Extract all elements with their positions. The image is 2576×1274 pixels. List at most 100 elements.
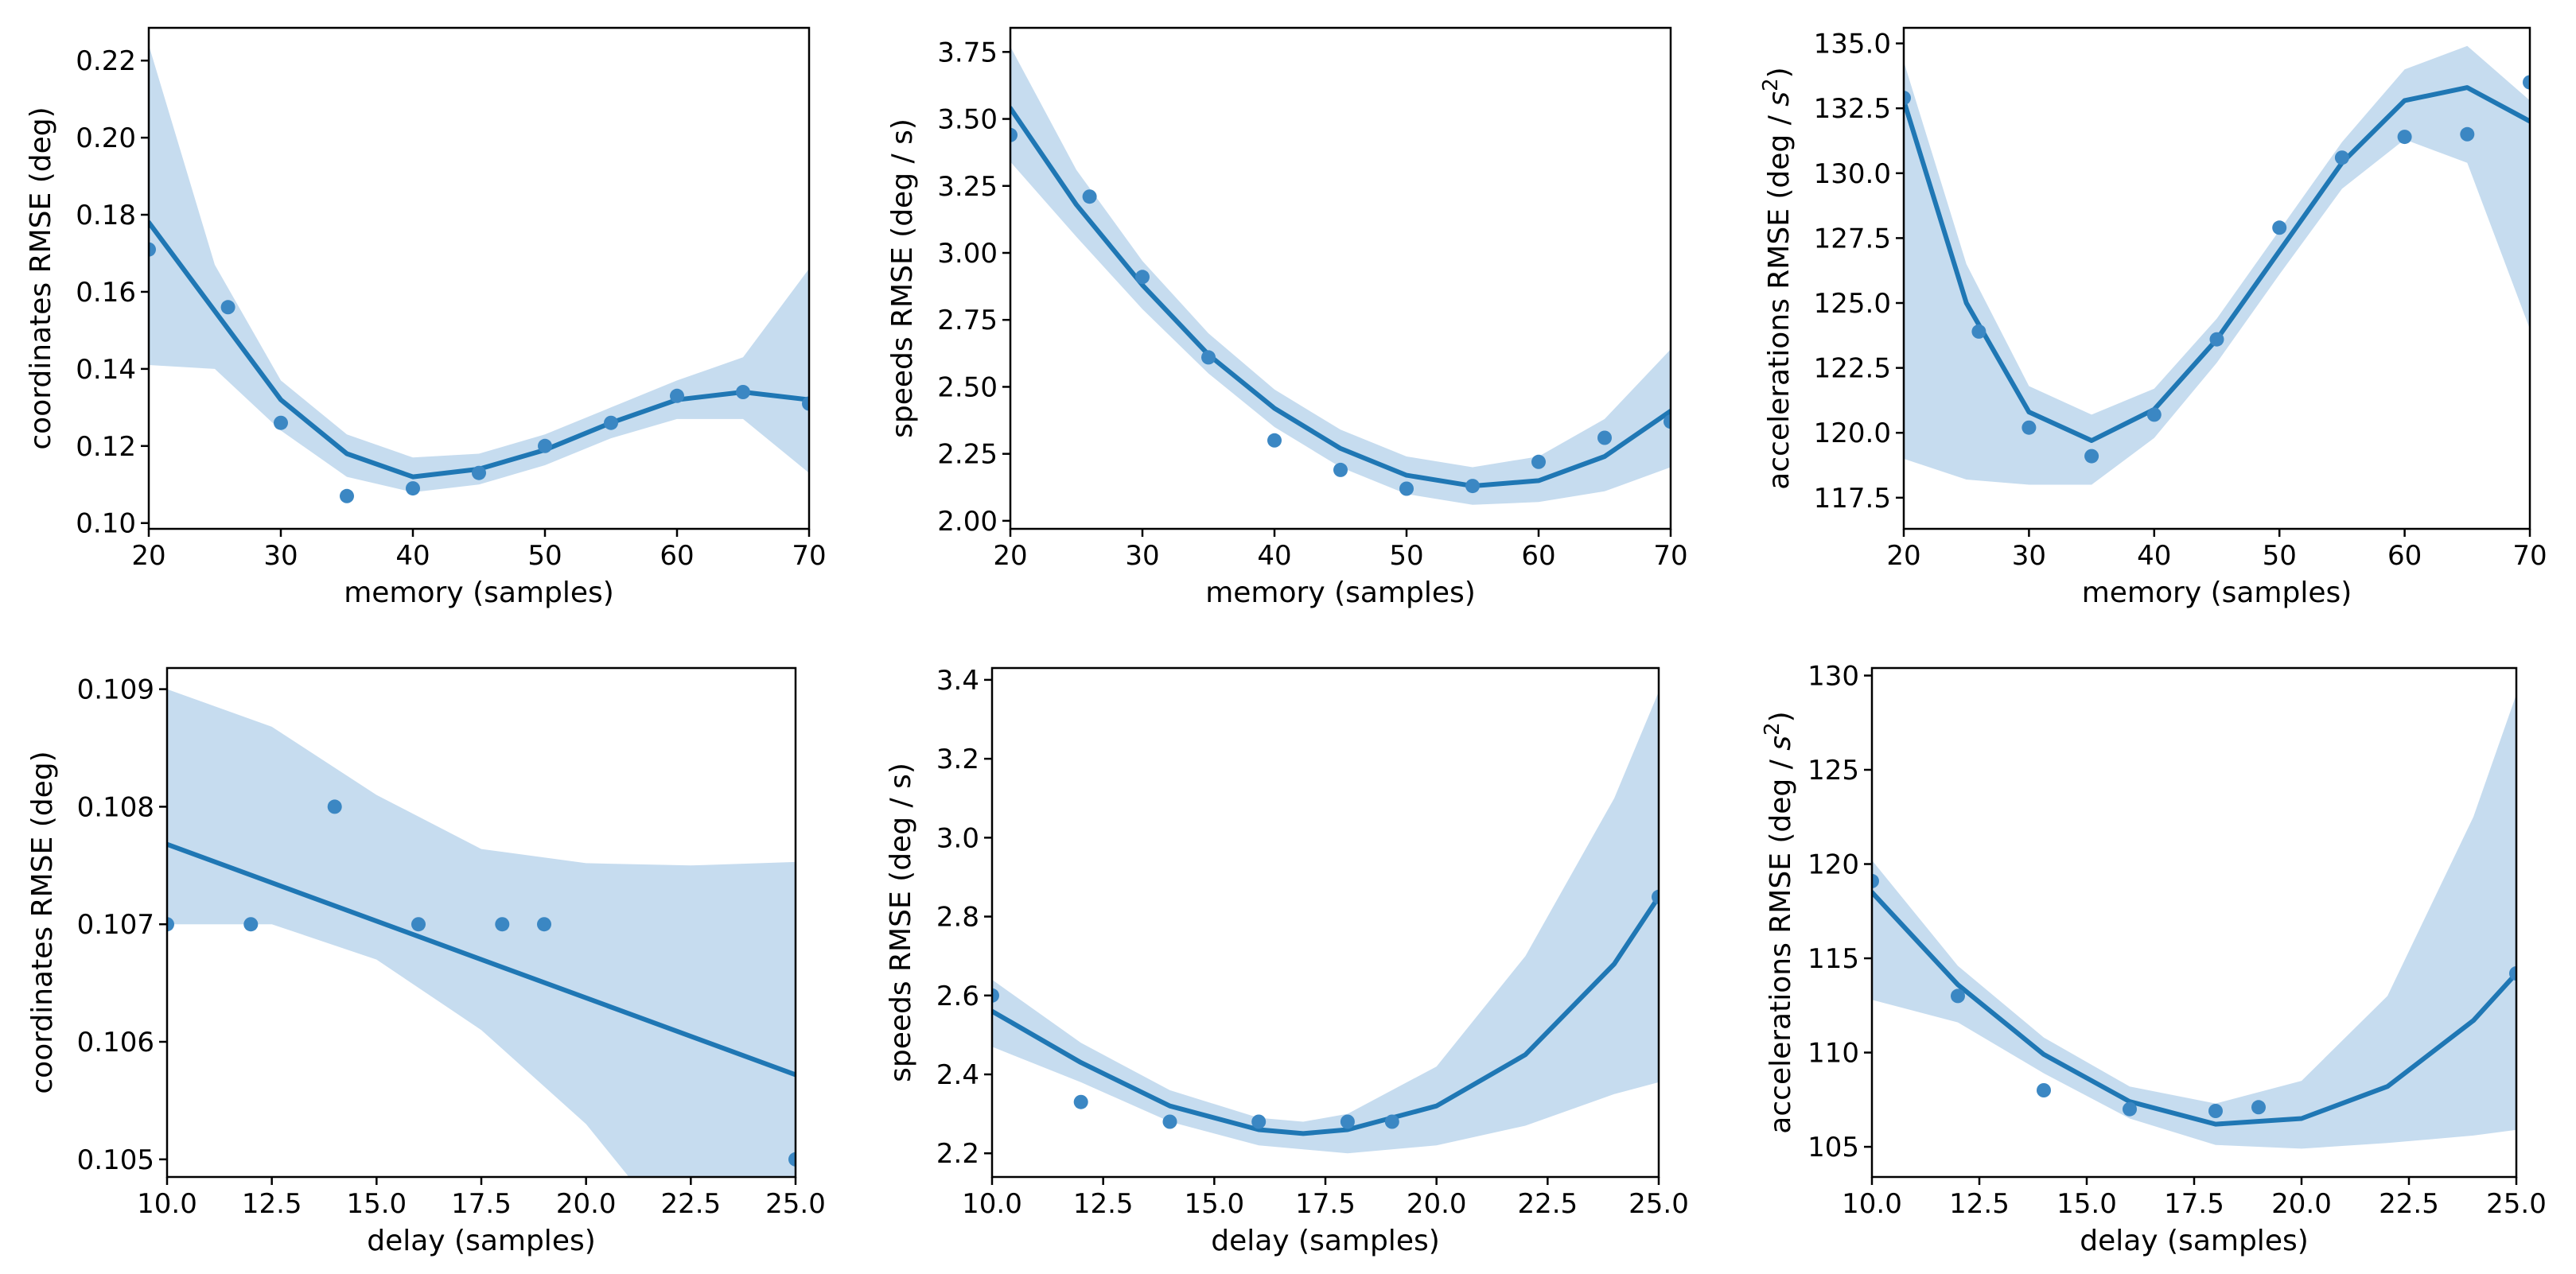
data-point [1340, 1114, 1355, 1129]
x-tick-label: 20.0 [1407, 1188, 1467, 1220]
x-tick-label: 12.5 [242, 1188, 302, 1220]
y-tick-label: 120.0 [1814, 418, 1891, 449]
plot-area [1904, 45, 2530, 485]
y-tick-label: 0.20 [76, 122, 136, 154]
regression-line [992, 894, 1659, 1136]
y-tick-label: 105 [1807, 1132, 1859, 1163]
x-tick-label: 10.0 [137, 1188, 197, 1220]
y-tick-label: 132.5 [1814, 93, 1891, 125]
y-tick-label: 127.5 [1814, 223, 1891, 254]
data-point [2460, 126, 2475, 142]
data-point [2334, 150, 2349, 165]
x-tick-label: 15.0 [1184, 1188, 1244, 1220]
y-axis-label: coordinates RMSE (deg) [25, 107, 57, 449]
y-tick-label: 117.5 [1814, 483, 1891, 515]
x-tick-label: 22.5 [2379, 1188, 2439, 1220]
axes-frame [147, 26, 811, 530]
data-point [1971, 324, 1986, 339]
y-tick-label: 2.50 [937, 371, 998, 403]
x-tick-label: 22.5 [660, 1188, 721, 1220]
data-point [2037, 1083, 2051, 1097]
data-point [243, 917, 259, 932]
y-axis-label: speeds RMSE (deg / s) [886, 118, 919, 438]
data-point [2251, 1100, 2266, 1115]
confidence-band [1010, 46, 1671, 505]
y-tick-label: 2.00 [937, 506, 998, 538]
x-tick-label: 20 [131, 540, 165, 572]
y-axis-label: coordinates RMSE (deg) [26, 751, 59, 1093]
x-tick-label: 20 [993, 540, 1027, 572]
x-tick-label: 30 [1125, 540, 1159, 572]
x-tick-label: 30 [263, 540, 298, 572]
y-tick-label: 115 [1807, 943, 1859, 975]
data-point [1597, 430, 1612, 445]
data-point [1872, 873, 1879, 888]
regression-line [1872, 890, 2516, 1127]
data-point [670, 388, 684, 403]
plot-area [1010, 46, 1671, 505]
plot-area [1872, 694, 2516, 1149]
data-point [1384, 1114, 1399, 1129]
data-point [149, 242, 156, 257]
data-point [2208, 1104, 2223, 1118]
x-tick-label: 40 [395, 540, 430, 572]
data-point [1904, 91, 1911, 106]
data-point [1267, 433, 1282, 448]
data-point [2509, 966, 2516, 981]
data-point [411, 917, 426, 932]
data-point [1951, 989, 1965, 1004]
data-point [167, 917, 174, 932]
subplot-memory-coordinates: 20 30 40 50 60 70 0.10 0.12 0.14 0.16 0.18 0.20 0.22… [25, 26, 827, 609]
x-axis-label: memory (samples) [2082, 577, 2352, 609]
confidence-band [992, 691, 1659, 1154]
x-axis-label: delay (samples) [2080, 1225, 2309, 1257]
x-tick-label: 25.0 [2486, 1188, 2547, 1220]
data-point [472, 465, 486, 480]
axes-frame [1902, 26, 2531, 530]
y-tick-label: 130 [1807, 660, 1859, 692]
data-point [2272, 220, 2287, 235]
data-point [1664, 414, 1671, 429]
y-tick-label: 0.108 [77, 791, 154, 823]
data-point [604, 415, 618, 430]
x-tick-label: 20 [1886, 540, 1920, 572]
x-axis-label: delay (samples) [367, 1225, 596, 1257]
y-tick-label: 2.4 [936, 1059, 979, 1091]
data-point [327, 799, 342, 814]
y-tick-label: 110 [1807, 1038, 1859, 1070]
x-tick-label: 10.0 [1842, 1188, 1902, 1220]
data-point [2146, 407, 2162, 422]
x-tick-label: 50 [1389, 540, 1423, 572]
data-point [1399, 481, 1414, 496]
y-tick-label: 125.0 [1814, 288, 1891, 320]
x-tick-label: 50 [2263, 540, 2297, 572]
y-tick-label: 2.6 [936, 981, 979, 1012]
y-tick-label: 0.107 [77, 909, 154, 941]
x-tick-label: 70 [792, 540, 826, 572]
x-tick-label: 15.0 [2057, 1188, 2117, 1220]
x-tick-label: 25.0 [765, 1188, 826, 1220]
x-tick-label: 12.5 [1073, 1188, 1134, 1220]
y-tick-label: 0.18 [76, 200, 136, 231]
data-point [340, 488, 354, 503]
data-point [992, 988, 999, 1003]
data-point [538, 438, 552, 453]
y-tick-label: 2.25 [937, 439, 998, 471]
regression-line [167, 841, 796, 1078]
x-tick-label: 20.0 [2271, 1188, 2332, 1220]
y-tick-label: 122.5 [1814, 353, 1891, 385]
y-tick-label: 135.0 [1814, 29, 1891, 60]
x-tick-label: 40 [1257, 540, 1291, 572]
subplot-delay-speeds: 10.0 12.5 15.0 17.5 20.0 22.5 25.0 2.2 2.4 2.6 2.8… [885, 665, 1689, 1257]
data-point [2209, 332, 2224, 347]
regression-line [1010, 106, 1671, 489]
confidence-band [149, 45, 809, 493]
y-tick-label: 0.14 [76, 354, 136, 386]
x-tick-label: 50 [527, 540, 562, 572]
confidence-band [1904, 45, 2530, 485]
x-tick-label: 22.5 [1517, 1188, 1578, 1220]
data-point [1162, 1114, 1177, 1129]
y-tick-label: 125 [1807, 755, 1859, 787]
y-tick-label: 0.109 [77, 674, 154, 706]
